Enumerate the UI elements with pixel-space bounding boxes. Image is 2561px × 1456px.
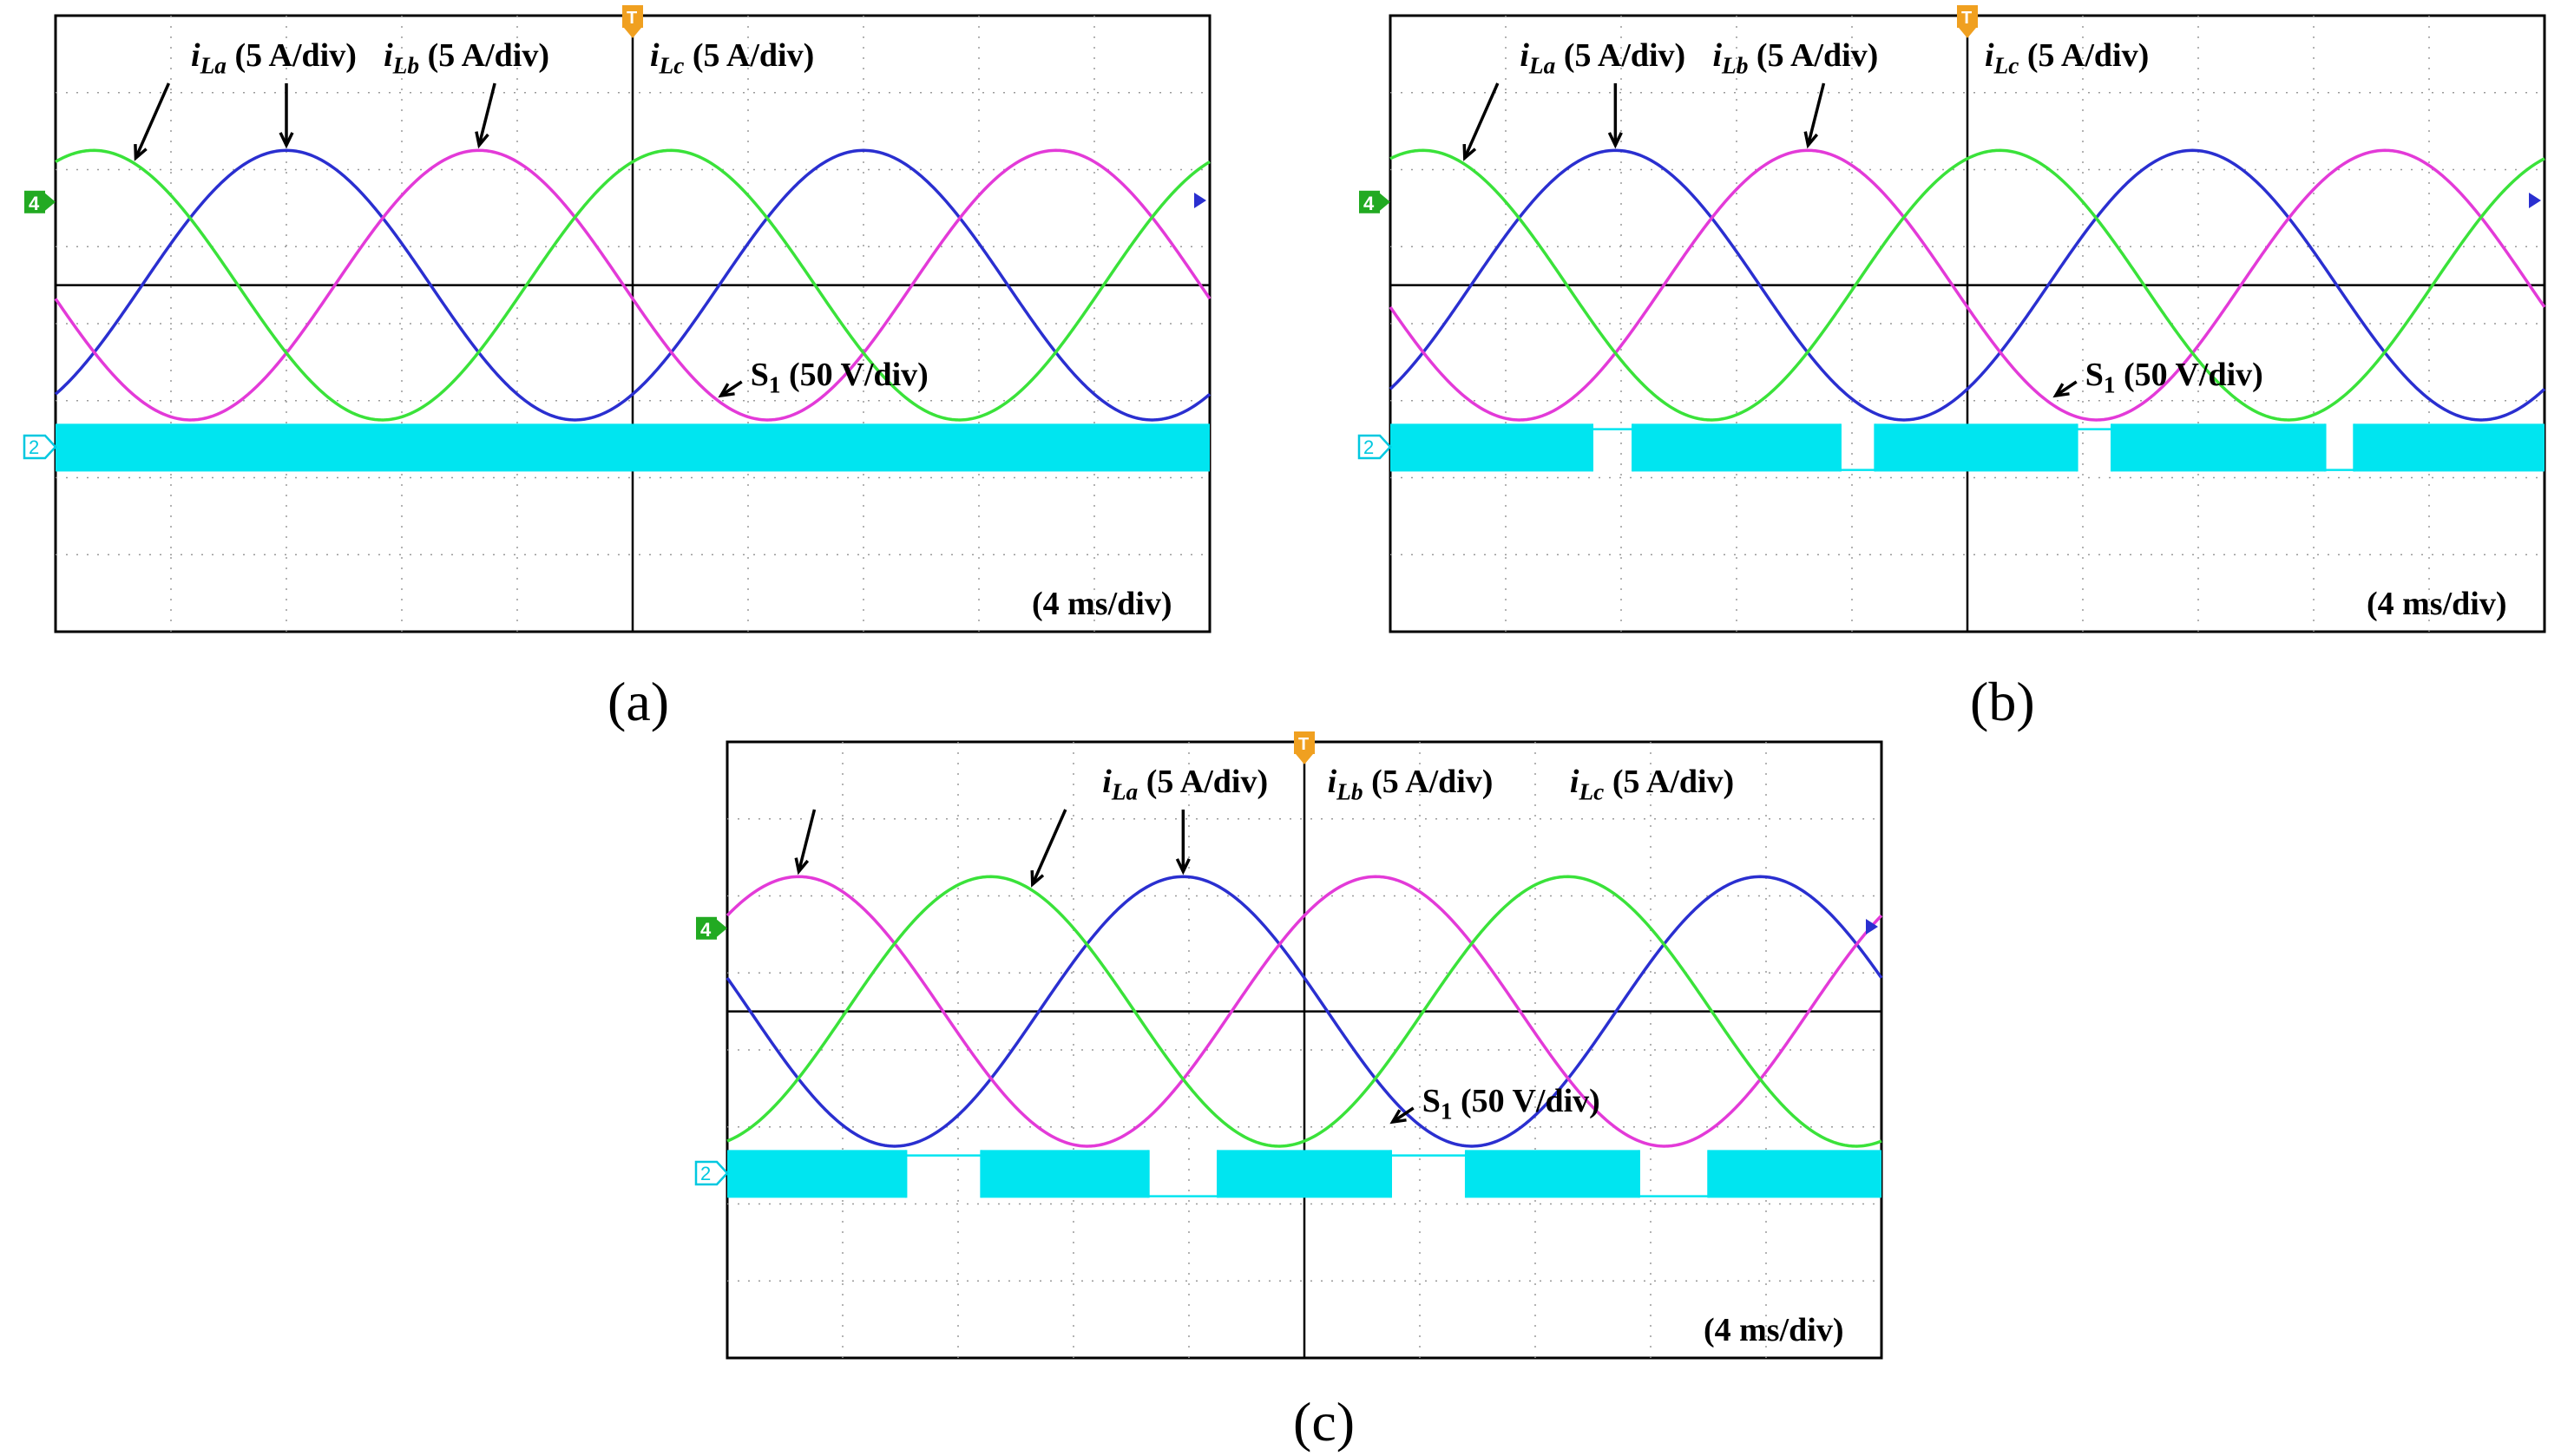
series-iLb-line [54, 148, 1212, 422]
arrow-S1-head [718, 383, 735, 398]
trigger-marker-box [1957, 5, 1978, 28]
arrow-iLb-shaft [797, 809, 817, 872]
S1-switching-band [1218, 1150, 1391, 1198]
label-S1: S1 (50 V/div) [1422, 1083, 1600, 1124]
trigger-marker-tip [1296, 754, 1313, 764]
channel-4-marker: 4 [1359, 190, 1390, 214]
S1-switching-band [1466, 1150, 1639, 1198]
trigger-marker-box [622, 5, 643, 28]
series-iLa-line [1389, 148, 2546, 422]
level-arrow-icon [1866, 919, 1878, 935]
trigger-marker-tip [1959, 28, 1976, 38]
arrow-iLb-shaft [477, 82, 496, 146]
series-iLc-line [1389, 148, 2545, 422]
series-iLc-line [55, 148, 1211, 422]
series-iLc-line [726, 875, 1882, 1148]
label-iLb: iLb (5 A/div) [1712, 37, 1878, 78]
label-S1: S1 (50 V/div) [751, 357, 929, 397]
S1-switching-band [2111, 423, 2326, 472]
S1-switching-band [1708, 1150, 1881, 1198]
S1-switching-band [981, 1150, 1149, 1198]
series-iLa-line [726, 875, 1883, 1148]
channel-2-marker: 2 [694, 1160, 729, 1186]
level-arrow-icon [2529, 193, 2541, 208]
label-iLb: iLb (5 A/div) [1328, 764, 1494, 804]
arrow-iLc-head [134, 144, 148, 161]
arrow-iLa-head [1175, 858, 1191, 876]
arrow-iLc-head [1030, 870, 1045, 888]
trigger-letter: T [627, 9, 637, 28]
label-iLb: iLb (5 A/div) [384, 37, 549, 78]
label-iLc: iLc (5 A/div) [650, 37, 814, 78]
trigger-marker: T [1294, 731, 1315, 764]
arrow-iLc-head [1462, 144, 1477, 161]
time-scale-label: (4 ms/div) [1032, 586, 1172, 622]
channel-2-number: 2 [29, 436, 39, 458]
panel-label: (a) [607, 671, 669, 732]
channel-4-number: 4 [29, 193, 40, 214]
arrow-iLc-shaft [134, 82, 171, 159]
trigger-letter: T [1961, 9, 1972, 28]
channel-2-number: 2 [1363, 436, 1374, 458]
arrow-iLc-shaft [1031, 809, 1067, 885]
channel-4-number: 4 [1363, 193, 1375, 214]
channel-4-marker-tip [45, 193, 56, 211]
channel-2-marker-outline [23, 434, 57, 460]
arrow-S1-shaft [2054, 380, 2078, 397]
label-iLa: iLa (5 A/div) [1102, 764, 1268, 804]
arrow-S1-head [2052, 383, 2070, 398]
arrow-S1-head [1389, 1109, 1407, 1125]
trigger-marker-tip [624, 28, 641, 38]
channel-4-marker-box [24, 190, 45, 213]
series-iLa-line [54, 148, 1212, 422]
S1-switching-band [56, 423, 1210, 472]
arrow-S1-shaft [1391, 1106, 1415, 1124]
channel-4-marker-box [696, 916, 717, 940]
channel-2-marker: 2 [1357, 434, 1392, 460]
channel-4-marker-box [1359, 190, 1380, 213]
S1-switching-band [2354, 423, 2545, 472]
arrow-iLa-head [279, 132, 294, 149]
panel-label: (c) [1293, 1391, 1355, 1453]
channel-2-marker-outline [1357, 434, 1392, 460]
label-iLa: iLa (5 A/div) [191, 37, 357, 78]
channel-4-marker-tip [717, 919, 727, 937]
trigger-marker: T [622, 5, 643, 38]
label-S1: S1 (50 V/div) [2085, 357, 2263, 397]
series-iLb-line [1389, 148, 2546, 422]
channel-4-marker: 4 [24, 190, 56, 214]
channel-4-number: 4 [700, 919, 712, 941]
channel-4-marker-tip [1380, 193, 1390, 211]
label-iLc: iLc (5 A/div) [1985, 37, 2149, 78]
channel-2-marker-outline [694, 1160, 729, 1186]
panel-label: (b) [1970, 671, 2035, 732]
arrow-iLb-shaft [1806, 82, 1826, 146]
level-arrow-icon [1194, 193, 1206, 208]
trigger-marker-box [1294, 731, 1315, 754]
S1-switching-band [1875, 423, 2078, 472]
arrow-iLb-head [794, 857, 810, 876]
time-scale-label: (4 ms/div) [1704, 1312, 1844, 1348]
label-iLc: iLc (5 A/div) [1570, 764, 1734, 804]
trigger-marker: T [1957, 5, 1978, 38]
arrow-iLb-head [475, 131, 489, 149]
channel-4-marker: 4 [696, 916, 727, 941]
arrow-iLa-head [1607, 132, 1623, 149]
label-iLa: iLa (5 A/div) [1520, 37, 1685, 78]
S1-switching-band [727, 1150, 907, 1198]
arrow-iLb-head [1803, 131, 1819, 149]
series-iLb-line [726, 875, 1883, 1148]
arrow-iLc-shaft [1463, 82, 1500, 159]
trigger-letter: T [1298, 735, 1309, 754]
time-scale-label: (4 ms/div) [2367, 586, 2507, 622]
channel-2-number: 2 [700, 1163, 711, 1184]
channel-2-marker: 2 [23, 434, 57, 460]
S1-switching-band [1632, 423, 1841, 472]
S1-switching-band [1390, 423, 1592, 472]
arrow-S1-shaft [719, 380, 743, 397]
